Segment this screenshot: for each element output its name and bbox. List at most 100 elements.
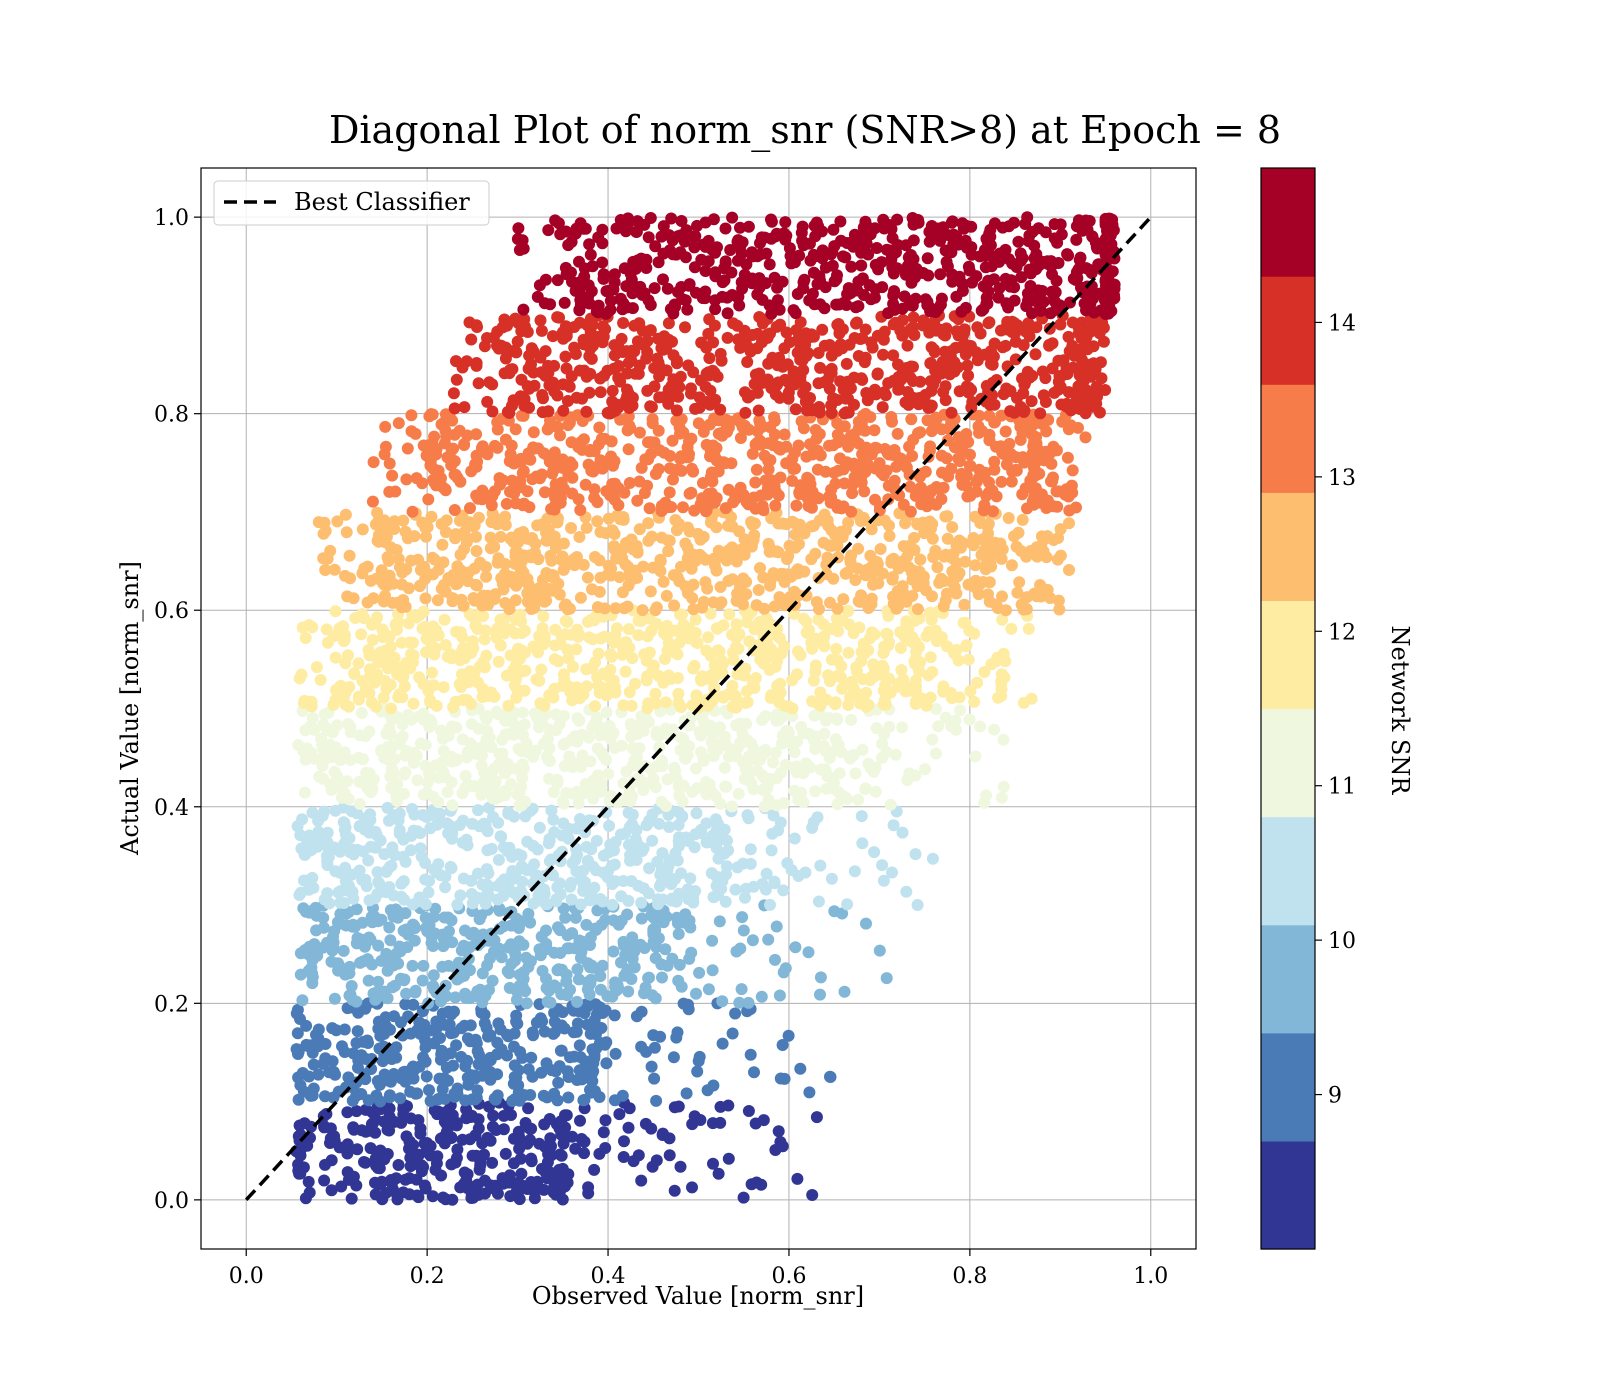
scatter-point (912, 427, 924, 440)
scatter-point (930, 703, 942, 715)
scatter-point (636, 779, 649, 792)
scatter-point (383, 1124, 396, 1137)
scatter-point (1043, 339, 1056, 352)
scatter-point (737, 924, 750, 937)
scatter-point (751, 764, 764, 777)
scatter-point (450, 1119, 463, 1132)
scatter-point (400, 1130, 413, 1143)
scatter-point (552, 1076, 565, 1089)
scatter-point (341, 1138, 354, 1151)
scatter-point (331, 916, 344, 929)
scatter-point (883, 720, 896, 733)
scatter-point (307, 1058, 320, 1071)
scatter-point (437, 681, 450, 694)
scatter-point (499, 597, 512, 609)
scatter-point (424, 624, 437, 637)
scatter-point (384, 934, 397, 947)
scatter-point (421, 521, 434, 534)
scatter-point (544, 549, 557, 562)
scatter-point (649, 687, 662, 700)
scatter-point (625, 875, 638, 888)
scatter-point (926, 590, 938, 603)
scatter-point (930, 747, 942, 760)
scatter-point (420, 1070, 433, 1083)
scatter-point (732, 787, 745, 800)
scatter-point (321, 936, 334, 949)
scatter-point (501, 845, 514, 858)
scatter-point (551, 311, 564, 324)
scatter-point (454, 889, 467, 902)
scatter-point (631, 571, 644, 584)
scatter-point (502, 941, 515, 954)
scatter-point (481, 1131, 494, 1144)
scatter-point (945, 406, 958, 419)
scatter-point (577, 1094, 590, 1107)
scatter-point (787, 607, 800, 620)
scatter-point (607, 674, 620, 687)
scatter-point (444, 648, 457, 661)
scatter-point (407, 1072, 420, 1085)
scatter-point (428, 1104, 441, 1117)
scatter-point (504, 728, 516, 741)
scatter-point (642, 534, 655, 547)
scatter-point (559, 1109, 571, 1122)
scatter-point (909, 652, 922, 665)
scatter-point (678, 714, 691, 727)
scatter-point (800, 450, 813, 463)
scatter-point (845, 713, 858, 726)
scatter-point (633, 523, 646, 536)
scatter-point (877, 348, 889, 361)
scatter-point (447, 1059, 459, 1072)
scatter-point (906, 450, 919, 462)
scatter-point (682, 893, 695, 905)
scatter-point (583, 631, 596, 644)
scatter-point (475, 788, 488, 801)
scatter-point (864, 762, 877, 774)
scatter-point (801, 489, 814, 502)
scatter-point (753, 311, 766, 323)
scatter-point (950, 723, 962, 736)
scatter-point (682, 632, 695, 645)
scatter-point (475, 1006, 488, 1019)
scatter-point (909, 769, 922, 782)
scatter-point (617, 317, 630, 329)
scatter-point (658, 330, 671, 343)
scatter-point (571, 995, 583, 1008)
scatter-point (529, 546, 541, 559)
scatter-point (672, 974, 685, 987)
scatter-point (1093, 406, 1106, 419)
scatter-point (782, 1029, 795, 1042)
scatter-point (359, 823, 372, 836)
scatter-point (991, 602, 1004, 615)
scatter-point (373, 877, 386, 890)
scatter-point (352, 693, 365, 706)
scatter-point (995, 675, 1008, 688)
scatter-point (1097, 335, 1110, 348)
scatter-point (876, 401, 889, 414)
scatter-point (711, 622, 724, 635)
scatter-point (514, 1152, 527, 1165)
scatter-point (580, 370, 593, 383)
scatter-point (739, 386, 751, 399)
scatter-point (746, 934, 759, 947)
scatter-point (738, 773, 751, 785)
band-3-points (291, 801, 939, 911)
scatter-point (663, 821, 676, 833)
chart-title: Diagonal Plot of norm_snr (SNR>8) at Epo… (329, 108, 1281, 153)
scatter-point (522, 907, 535, 920)
scatter-point (644, 324, 657, 337)
scatter-point (830, 498, 843, 511)
scatter-point (1050, 444, 1063, 457)
scatter-point (600, 1057, 613, 1070)
scatter-point (811, 463, 824, 476)
scatter-point (1041, 530, 1054, 543)
scatter-point (778, 428, 791, 441)
scatter-point (693, 725, 706, 738)
scatter-point (625, 973, 638, 985)
scatter-point (892, 600, 904, 613)
scatter-point (383, 485, 396, 498)
scatter-point (708, 319, 721, 332)
scatter-point (487, 811, 499, 823)
scatter-point (765, 382, 778, 395)
scatter-point (434, 1032, 446, 1044)
